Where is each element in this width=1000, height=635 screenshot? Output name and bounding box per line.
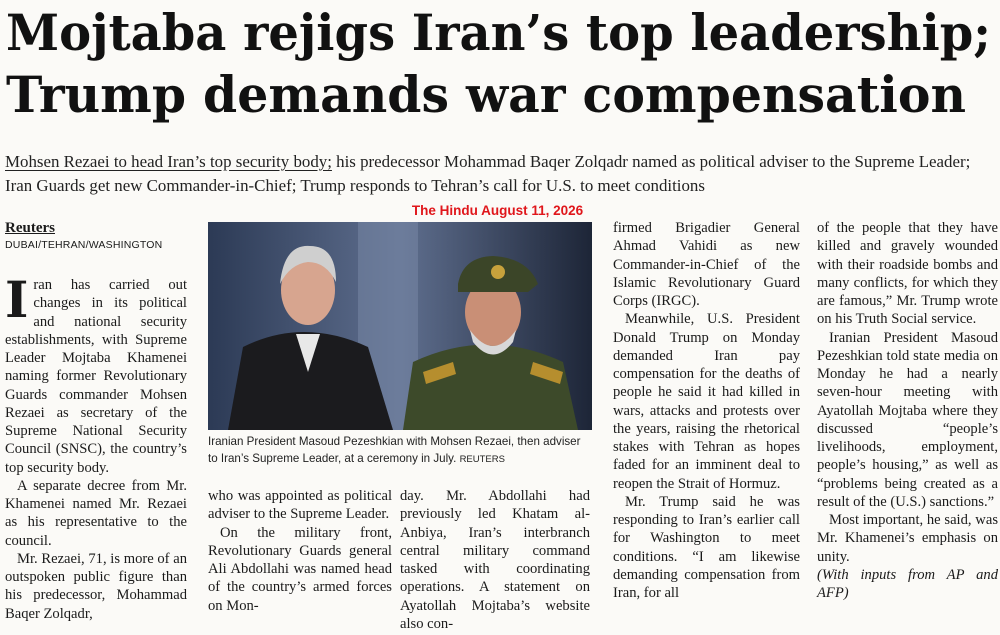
paragraph: Most important, he said, was Mr. Khamene… (817, 511, 998, 566)
paragraph: On the military front, Revolutionary Gua… (208, 524, 392, 615)
paragraph: day. Mr. Abdollahi had previously led Kh… (400, 487, 590, 633)
paragraph-text: Most important, he said, was Mr. Khamene… (817, 512, 998, 565)
headline: Mojtaba rejigs Iran’s top leadership; Tr… (6, 3, 991, 124)
paragraph: who was appointed as political adviser t… (208, 487, 392, 524)
paragraph-text: day. Mr. Abdollahi had previously led Kh… (400, 488, 590, 632)
subheadline: Mohsen Rezaei to head Iran’s top securit… (5, 150, 997, 198)
paragraph: Mr. Rezaei, 71, is more of an outspoken … (5, 550, 187, 623)
paragraph-text: On the military front, Revolutionary Gua… (208, 524, 392, 614)
dateline: DUBAI/TEHRAN/WASHINGTON (5, 239, 163, 251)
photo-caption: Iranian President Masoud Pezeshkian with… (208, 433, 592, 468)
paragraph: firmed Brigadier General Ahmad Vahidi as… (613, 219, 800, 310)
column: day. Mr. Abdollahi had previously led Kh… (400, 487, 590, 633)
paragraph: of the people that they have killed and … (817, 219, 998, 329)
paragraph-text: A separate decree from Mr. Khamenei name… (5, 477, 187, 549)
column: firmed Brigadier General Ahmad Vahidi as… (613, 219, 800, 602)
paragraph-text: Iranian President Masoud Pezeshkian told… (817, 329, 998, 510)
paragraph-text: firmed Brigadier General Ahmad Vahidi as… (613, 220, 800, 309)
paragraph-text: Meanwhile, U.S. President Donald Trump o… (613, 311, 800, 492)
paragraph-text: Mr. Rezaei, 71, is more of an outspoken … (5, 550, 187, 622)
inputs-note: (With inputs from AP and AFP) (817, 566, 998, 601)
drop-cap: I (5, 270, 29, 329)
column: who was appointed as political adviser t… (208, 487, 392, 615)
photo-credit: REUTERS (459, 454, 505, 465)
caption-text: Iranian President Masoud Pezeshkian with… (208, 435, 581, 465)
subheadline-lead: Mohsen Rezaei to head Iran’s top securit… (5, 152, 332, 171)
paragraph-text: Mr. Trump said he was responding to Iran… (613, 493, 800, 601)
paragraph: Meanwhile, U.S. President Donald Trump o… (613, 310, 800, 493)
date-stamp: The Hindu August 11, 2026 (411, 203, 584, 218)
headline-line: Mojtaba rejigs Iran’s top leadership; (6, 3, 991, 62)
subheadline-text: his predecessor Mohammad Baqer Zolqadr n… (5, 152, 971, 195)
paragraph-text: of the people that they have killed and … (817, 220, 998, 328)
paragraph: A separate decree from Mr. Khamenei name… (5, 477, 187, 550)
paragraph: Iranian President Masoud Pezeshkian told… (817, 329, 998, 512)
paragraph: Mr. Trump said he was responding to Iran… (613, 493, 800, 603)
byline-agency: Reuters (5, 220, 55, 236)
photo (208, 222, 592, 430)
paragraph-text: who was appointed as political adviser t… (208, 488, 392, 523)
paragraph-text: ran has carried out changes in its polit… (5, 277, 187, 476)
headline-line: Trump demands war compensation (6, 65, 966, 124)
column: of the people that they have killed and … (817, 219, 998, 602)
